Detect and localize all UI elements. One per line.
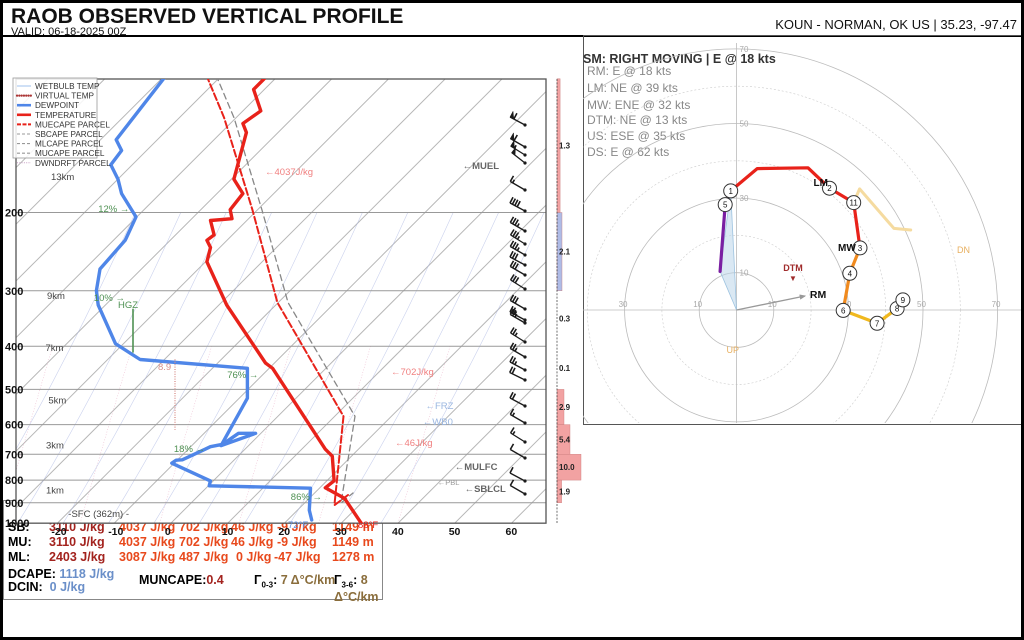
svg-text:←702J/kg: ←702J/kg: [391, 367, 434, 378]
svg-text:1km: 1km: [46, 485, 64, 496]
svg-text:5: 5: [723, 201, 728, 210]
svg-text:70: 70: [740, 45, 749, 54]
svg-text:9: 9: [901, 296, 906, 305]
svg-text:←PBL: ←PBL: [438, 478, 460, 487]
svg-text:←FRZ: ←FRZ: [426, 401, 454, 412]
svg-text:10: 10: [222, 526, 234, 535]
svg-text:60: 60: [506, 526, 518, 535]
svg-text:-10: -10: [108, 526, 123, 535]
svg-text:1.9: 1.9: [559, 488, 571, 497]
svg-text:2.9: 2.9: [559, 403, 571, 412]
svg-text:SBCAPE PARCEL: SBCAPE PARCEL: [35, 130, 103, 139]
svg-text:5.4: 5.4: [559, 436, 571, 445]
svg-text:11: 11: [850, 199, 859, 208]
svg-text:←SBLCL: ←SBLCL: [465, 484, 506, 495]
svg-text:-SFC (362m) -: -SFC (362m) -: [68, 509, 129, 520]
svg-text:9km: 9km: [47, 291, 65, 302]
svg-text:DEWPOINT: DEWPOINT: [35, 101, 79, 110]
svg-text:30: 30: [335, 526, 347, 535]
svg-text:500: 500: [5, 384, 23, 396]
svg-text:800: 800: [5, 475, 23, 487]
svg-text:DWNDRFT PARCEL: DWNDRFT PARCEL: [35, 159, 111, 168]
svg-text:12% →: 12% →: [98, 204, 129, 215]
svg-text:40: 40: [392, 526, 404, 535]
svg-text:7km: 7km: [46, 343, 64, 354]
svg-text:0: 0: [165, 526, 171, 535]
svg-text:30: 30: [740, 194, 749, 203]
svg-text:700: 700: [5, 449, 23, 461]
svg-text:50: 50: [740, 120, 749, 129]
svg-text:2: 2: [827, 184, 832, 193]
svg-text:▼: ▼: [789, 274, 797, 283]
svg-text:72°F: 72°F: [288, 520, 308, 531]
svg-text:←4037J/kg: ←4037J/kg: [265, 167, 313, 178]
svg-text:DN: DN: [957, 245, 970, 255]
svg-text:MUECAPE PARCEL: MUECAPE PARCEL: [35, 120, 110, 129]
svg-text:4: 4: [848, 269, 853, 278]
svg-text:RM: RM: [810, 289, 827, 301]
svg-text:900: 900: [5, 498, 23, 510]
svg-text:5km: 5km: [48, 395, 66, 406]
svg-text:1000: 1000: [5, 518, 29, 530]
svg-text:DTM: DTM: [783, 263, 803, 273]
svg-text:50: 50: [917, 300, 926, 309]
svg-text:MUCAPE PARCEL: MUCAPE PARCEL: [35, 149, 105, 158]
svg-text:7: 7: [875, 319, 880, 328]
svg-text:MLCAPE PARCEL: MLCAPE PARCEL: [35, 140, 104, 149]
svg-text:3: 3: [858, 244, 863, 253]
svg-text:VIRTUAL TEMP: VIRTUAL TEMP: [35, 92, 95, 101]
svg-text:10: 10: [693, 300, 702, 309]
svg-text:6: 6: [841, 306, 846, 315]
svg-text:600: 600: [5, 420, 23, 432]
svg-text:70: 70: [992, 300, 1001, 309]
svg-text:LM: LM: [814, 178, 828, 189]
svg-text:UP: UP: [727, 345, 740, 355]
svg-text:18% →: 18% →: [174, 444, 205, 455]
svg-text:←46J/kg: ←46J/kg: [395, 438, 433, 449]
svg-text:86% →: 86% →: [291, 492, 322, 503]
svg-text:13km: 13km: [51, 172, 74, 183]
svg-text:HGZ: HGZ: [118, 300, 138, 311]
svg-text:1.3: 1.3: [559, 142, 571, 151]
svg-text:88°F: 88°F: [358, 520, 378, 531]
svg-text:←WB0: ←WB0: [423, 417, 453, 428]
svg-text:10: 10: [740, 269, 749, 278]
svg-text:10.0: 10.0: [559, 463, 575, 472]
svg-text:-20: -20: [51, 526, 66, 535]
svg-text:0.3: 0.3: [559, 315, 571, 324]
svg-text:200: 200: [5, 208, 23, 220]
svg-text:3km: 3km: [46, 440, 64, 451]
svg-text:300: 300: [5, 286, 23, 298]
svg-text:TEMPERATURE: TEMPERATURE: [35, 111, 97, 120]
svg-text:WETBULB TEMP: WETBULB TEMP: [35, 82, 100, 91]
svg-text:1: 1: [728, 187, 733, 196]
svg-text:30: 30: [619, 300, 628, 309]
svg-text:←MUEL: ←MUEL: [463, 161, 500, 172]
svg-text:76% →: 76% →: [227, 370, 258, 381]
svg-text:←MULFC: ←MULFC: [455, 462, 498, 473]
svg-text:8.9: 8.9: [158, 362, 171, 373]
svg-text:50: 50: [449, 526, 461, 535]
svg-text:0.1: 0.1: [559, 364, 571, 373]
svg-text:2.1: 2.1: [559, 248, 571, 257]
svg-text:400: 400: [5, 341, 23, 353]
svg-text:MW: MW: [838, 243, 856, 254]
